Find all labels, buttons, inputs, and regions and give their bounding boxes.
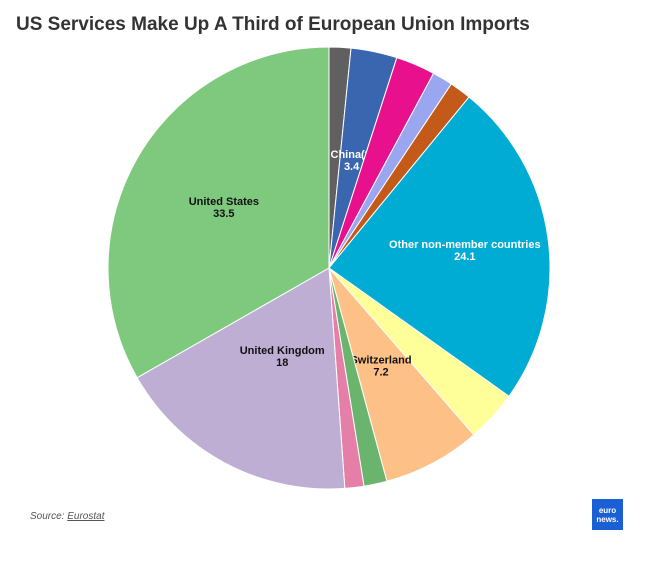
logo-text-line1: euro [598,505,617,515]
slice-value-5: 24.1 [454,251,475,263]
slice-label-5: Other non-member countries [389,239,541,251]
euronews-logo: euro news. [592,499,623,530]
pie-slice-11 [107,46,330,379]
slice-value-11: 33.5 [213,208,234,220]
slice-value-1: 3.4 [344,161,360,173]
chart-title: US Services Make Up A Third of European … [16,14,530,35]
logo-text-line2: news. [596,514,619,524]
pie-slice-7 [328,267,475,482]
source-label: Source: [30,511,65,522]
slice-value-10: 18 [276,357,288,369]
source-note: Source: Eurostat [30,511,105,522]
pie-slice-10 [136,267,346,490]
slice-label-11: United States [189,196,259,208]
pie-slice-5 [328,96,551,397]
slice-label-10: United Kingdom [240,345,325,357]
source-link[interactable]: Eurostat [67,511,105,522]
slice-label-7: Switzerland [350,355,411,367]
slice-label-1: China(*) [331,149,374,161]
slice-value-7: 7.2 [373,367,388,379]
